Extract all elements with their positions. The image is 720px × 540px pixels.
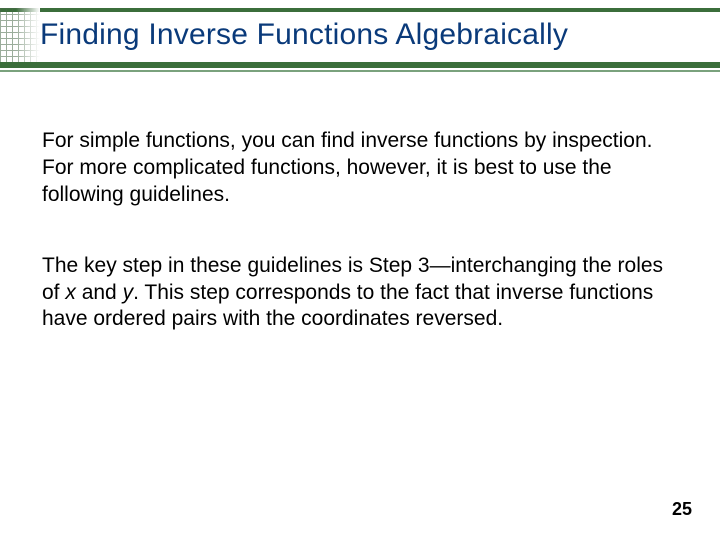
slide: Finding Inverse Functions Algebraically … bbox=[0, 0, 720, 540]
var-x: x bbox=[65, 281, 76, 304]
header: Finding Inverse Functions Algebraically bbox=[0, 0, 720, 82]
page-number: 25 bbox=[672, 499, 692, 520]
title-underline-thin bbox=[0, 70, 720, 72]
logo-grid-icon bbox=[0, 8, 40, 68]
paragraph-2: The key step in these guidelines is Step… bbox=[42, 253, 678, 334]
page-title: Finding Inverse Functions Algebraically bbox=[40, 18, 568, 52]
body: For simple functions, you can find inver… bbox=[42, 128, 678, 377]
paragraph-1: For simple functions, you can find inver… bbox=[42, 128, 678, 209]
para2-part-c: . This step corresponds to the fact that… bbox=[42, 281, 653, 331]
top-rule bbox=[0, 8, 720, 12]
title-underline-thick bbox=[0, 62, 720, 68]
para2-part-b: and bbox=[76, 281, 123, 304]
logo-fade bbox=[0, 8, 40, 68]
var-y: y bbox=[123, 281, 134, 304]
